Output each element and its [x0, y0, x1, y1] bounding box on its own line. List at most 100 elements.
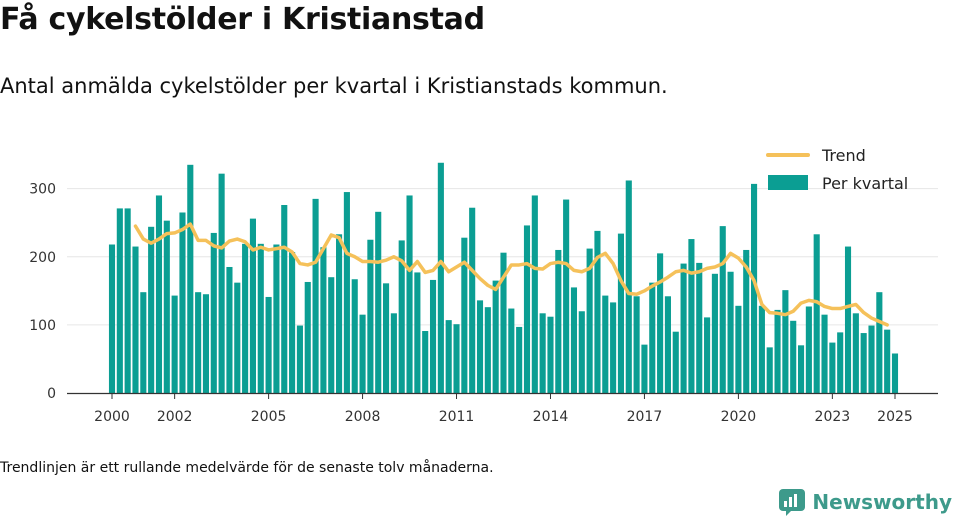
bar: [453, 324, 459, 393]
brand[interactable]: Newsworthy: [778, 488, 952, 516]
x-tick-label: 2025: [877, 409, 913, 425]
bar: [555, 250, 561, 393]
brand-name: Newsworthy: [812, 490, 952, 514]
bar: [563, 200, 569, 393]
bar: [320, 247, 326, 393]
chart-title: Få cykelstölder i Kristianstad: [0, 2, 485, 37]
bar: [579, 311, 585, 393]
bar: [187, 165, 193, 393]
x-tick-label: 2008: [345, 409, 381, 425]
y-tick-label: 0: [47, 386, 56, 402]
bar: [375, 212, 381, 393]
bar: [759, 306, 765, 393]
bar: [532, 195, 538, 393]
bar: [125, 208, 131, 393]
bar: [226, 267, 232, 393]
x-tick-label: 2002: [157, 409, 193, 425]
bar: [892, 353, 898, 393]
bar: [540, 313, 546, 393]
bar: [156, 195, 162, 393]
y-tick-label: 200: [29, 250, 56, 266]
bar: [164, 221, 170, 393]
legend-bar-swatch: [768, 175, 808, 190]
chart-subtitle: Antal anmälda cykelstölder per kvartal i…: [0, 74, 668, 98]
bar: [414, 272, 420, 393]
bar: [242, 244, 248, 393]
bar: [547, 317, 553, 393]
bar: [837, 332, 843, 393]
bar: [289, 252, 295, 393]
bar: [360, 315, 366, 393]
bar: [774, 310, 780, 393]
bar: [571, 287, 577, 393]
bar: [132, 247, 138, 393]
legend-trend-label: Trend: [821, 146, 866, 165]
bar: [383, 283, 389, 393]
bar: [720, 226, 726, 393]
bar: [634, 296, 640, 393]
bar: [821, 315, 827, 393]
bar: [696, 263, 702, 393]
bar: [352, 279, 358, 393]
y-tick-label: 300: [29, 182, 56, 198]
bar: [853, 313, 859, 393]
bar: [430, 280, 436, 393]
bar: [876, 292, 882, 393]
bar: [673, 332, 679, 393]
bar: [516, 327, 522, 393]
bar: [438, 163, 444, 393]
bar: [845, 247, 851, 393]
bar: [305, 282, 311, 393]
bar: [446, 320, 452, 393]
bar: [344, 192, 350, 393]
bar: [735, 306, 741, 393]
bar: [109, 245, 115, 393]
bar: [681, 264, 687, 393]
bar: [281, 205, 287, 393]
bar: [884, 330, 890, 393]
bar: [508, 309, 514, 393]
bar: [266, 297, 272, 393]
bar: [868, 326, 874, 393]
bar: [806, 306, 812, 393]
x-tick-label: 2000: [94, 409, 130, 425]
bar: [195, 292, 201, 393]
bar: [618, 234, 624, 393]
bar: [688, 239, 694, 393]
bar: [250, 219, 256, 393]
legend-bar-label: Per kvartal: [822, 174, 908, 193]
x-tick-label: 2017: [627, 409, 663, 425]
bar: [179, 212, 185, 393]
bar: [861, 333, 867, 393]
x-tick-label: 2014: [533, 409, 569, 425]
bar-line-chart: 0 100 200 300 2000 2002 2005 2008 2011 2014 2017 20…: [0, 130, 960, 430]
bar: [782, 290, 788, 393]
bar: [665, 296, 671, 393]
bar: [728, 272, 734, 393]
bar: [657, 253, 663, 393]
bar: [469, 208, 475, 393]
x-tick-label: 2005: [251, 409, 287, 425]
x-tick-label: 2020: [721, 409, 757, 425]
bar: [767, 347, 773, 393]
bar: [641, 345, 647, 393]
bar: [313, 199, 319, 393]
bar: [148, 227, 154, 393]
bar: [117, 208, 123, 393]
bar: [172, 296, 178, 393]
bar: [336, 234, 342, 393]
bar: [391, 313, 397, 393]
bar: [790, 321, 796, 393]
bar: [798, 345, 804, 393]
newsworthy-logo-icon: [778, 488, 806, 516]
bar: [140, 292, 146, 393]
legend: Trend Per kvartal: [768, 146, 908, 193]
x-tick-label: 2023: [815, 409, 851, 425]
bar: [203, 294, 209, 393]
bar: [406, 195, 412, 393]
bar: [297, 326, 303, 393]
bar: [610, 302, 616, 393]
bar: [602, 296, 608, 393]
bar: [704, 317, 710, 393]
bar: [273, 245, 279, 393]
